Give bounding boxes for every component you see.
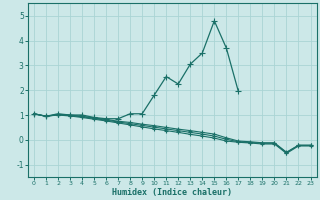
X-axis label: Humidex (Indice chaleur): Humidex (Indice chaleur): [112, 188, 232, 197]
